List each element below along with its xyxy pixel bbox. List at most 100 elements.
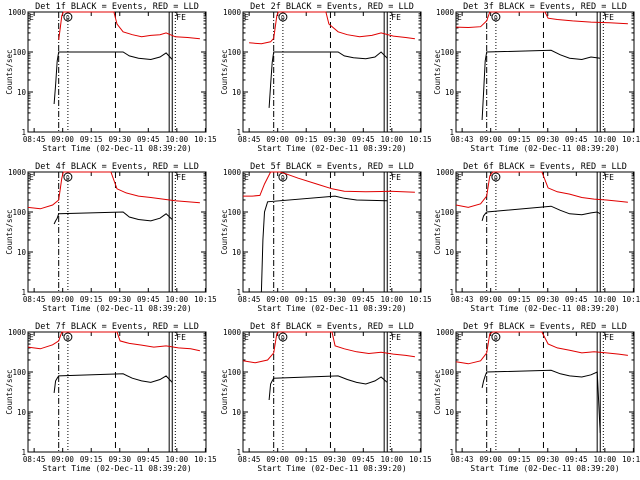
x-tick-label: 08:45 bbox=[238, 455, 261, 464]
marker-label: E bbox=[29, 173, 34, 182]
marker-label: FE bbox=[604, 173, 614, 182]
detector-panel: Det 5f BLACK = Events, RED = LLD 1 10 100 10… bbox=[220, 162, 432, 313]
x-tick-label: 09:30 bbox=[323, 295, 346, 304]
lld-series-line bbox=[249, 11, 415, 45]
x-tick-label: 08:45 bbox=[23, 455, 46, 464]
x-tick-label: 08:43 bbox=[451, 295, 474, 304]
detector-panel: Det 9f BLACK = Events, RED = LLD 1 10 100 10… bbox=[433, 322, 640, 473]
y-axis-label: Counts/sec bbox=[433, 369, 442, 414]
x-tick-label: 10:15 bbox=[409, 455, 432, 464]
y-tick-label: 10 bbox=[232, 88, 242, 97]
y-tick-label: 10 bbox=[445, 248, 455, 257]
x-tick-label: 10:00 bbox=[166, 135, 189, 144]
x-tick-label: 08:45 bbox=[238, 295, 261, 304]
y-tick-label: 1 bbox=[236, 288, 241, 297]
x-tick-label: 09:30 bbox=[323, 455, 346, 464]
y-tick-label: 100 bbox=[12, 48, 26, 57]
x-axis-label: Start Time (02-Dec-11 08:39:20) bbox=[42, 304, 191, 313]
plot-frame bbox=[27, 11, 207, 133]
y-tick-label: 10 bbox=[17, 408, 27, 417]
y-tick-label: 1000 bbox=[8, 8, 27, 17]
y-tick-label: 1 bbox=[21, 128, 26, 137]
events-series-line bbox=[53, 373, 173, 393]
marker-circle bbox=[491, 12, 501, 22]
lld-series-line bbox=[455, 171, 628, 208]
lld-series-line bbox=[455, 331, 628, 365]
lld-series-line bbox=[242, 331, 415, 364]
y-axis-label: Counts/sec bbox=[5, 209, 14, 254]
x-tick-label: 09:15 bbox=[80, 455, 103, 464]
y-tick-label: 1000 bbox=[8, 328, 27, 337]
y-tick-label: 100 bbox=[227, 368, 241, 377]
marker-label: FE bbox=[604, 13, 614, 22]
y-tick-label: 1000 bbox=[223, 168, 242, 177]
panel-title: Det 9f BLACK = Events, RED = LLD bbox=[463, 322, 627, 332]
marker-circle bbox=[278, 332, 288, 342]
marker-label: E bbox=[244, 333, 249, 342]
x-tick-label: 09:45 bbox=[137, 295, 160, 304]
panel-title: Det 8f BLACK = Events, RED = LLD bbox=[250, 322, 414, 332]
x-tick-label: 10:15 bbox=[194, 135, 217, 144]
plot-frame bbox=[242, 11, 422, 133]
y-tick-label: 100 bbox=[440, 208, 454, 217]
x-tick-label: 09:30 bbox=[108, 135, 131, 144]
marker-label: FE bbox=[176, 13, 186, 22]
x-tick-label: 09:45 bbox=[565, 135, 588, 144]
events-series-line bbox=[53, 51, 173, 105]
x-tick-label: 10:15 bbox=[194, 295, 217, 304]
marker-label: FE bbox=[391, 173, 401, 182]
detector-panel: Det 6f BLACK = Events, RED = LLD 1 10 100 10… bbox=[433, 162, 640, 313]
y-tick-label: 100 bbox=[440, 48, 454, 57]
events-series-line bbox=[53, 211, 173, 225]
plot-frame bbox=[455, 171, 635, 293]
x-tick-label: 10:00 bbox=[166, 295, 189, 304]
x-tick-label: 09:45 bbox=[137, 455, 160, 464]
marker-circle bbox=[491, 172, 501, 182]
x-tick-label: 10:00 bbox=[381, 295, 404, 304]
marker-label: D bbox=[66, 335, 70, 342]
x-tick-label: 09:00 bbox=[51, 295, 74, 304]
x-tick-label: 09:15 bbox=[508, 455, 531, 464]
lld-series-line bbox=[243, 171, 415, 197]
panel-title: Det 7f BLACK = Events, RED = LLD bbox=[35, 322, 199, 332]
y-tick-label: 1 bbox=[21, 288, 26, 297]
plot-frame bbox=[455, 331, 635, 453]
y-tick-label: 1000 bbox=[223, 8, 242, 17]
events-series-line bbox=[268, 51, 388, 108]
x-tick-label: 09:45 bbox=[352, 295, 375, 304]
x-tick-label: 10:00 bbox=[594, 295, 617, 304]
x-axis-label: Start Time (02-Dec-11 08:39:20) bbox=[257, 464, 406, 473]
marker-label: FE bbox=[391, 333, 401, 342]
marker-circle bbox=[63, 332, 73, 342]
x-tick-label: 10:15 bbox=[622, 135, 640, 144]
x-axis-label: Start Time (02-Dec-11 08:39:20) bbox=[42, 464, 191, 473]
x-tick-label: 09:45 bbox=[565, 455, 588, 464]
y-axis-label: Counts/sec bbox=[220, 369, 229, 414]
y-axis-label: Counts/sec bbox=[433, 49, 442, 94]
detector-panel: Det 8f BLACK = Events, RED = LLD 1 10 100 10… bbox=[220, 322, 432, 473]
x-tick-label: 09:15 bbox=[295, 295, 318, 304]
lld-series-line bbox=[455, 11, 628, 29]
x-axis-label: Start Time (02-Dec-11 08:39:20) bbox=[470, 464, 619, 473]
lld-series-line bbox=[27, 171, 200, 210]
x-tick-label: 09:45 bbox=[565, 295, 588, 304]
y-tick-label: 100 bbox=[12, 368, 26, 377]
marker-label: D bbox=[66, 175, 70, 182]
events-series-line bbox=[260, 195, 388, 293]
marker-label: E bbox=[457, 333, 462, 342]
marker-label: E bbox=[244, 173, 249, 182]
x-axis-label: Start Time (02-Dec-11 08:39:20) bbox=[470, 304, 619, 313]
y-tick-label: 1000 bbox=[436, 168, 455, 177]
x-tick-label: 08:45 bbox=[238, 135, 261, 144]
x-tick-label: 10:00 bbox=[594, 135, 617, 144]
y-axis-label: Counts/sec bbox=[433, 209, 442, 254]
marker-label: FE bbox=[176, 333, 186, 342]
x-tick-label: 10:15 bbox=[409, 135, 432, 144]
y-axis-label: Counts/sec bbox=[220, 209, 229, 254]
x-tick-label: 09:45 bbox=[352, 455, 375, 464]
x-tick-label: 09:15 bbox=[80, 295, 103, 304]
x-tick-label: 10:15 bbox=[409, 295, 432, 304]
x-axis-label: Start Time (02-Dec-11 08:39:20) bbox=[42, 144, 191, 153]
x-tick-label: 09:15 bbox=[508, 135, 531, 144]
